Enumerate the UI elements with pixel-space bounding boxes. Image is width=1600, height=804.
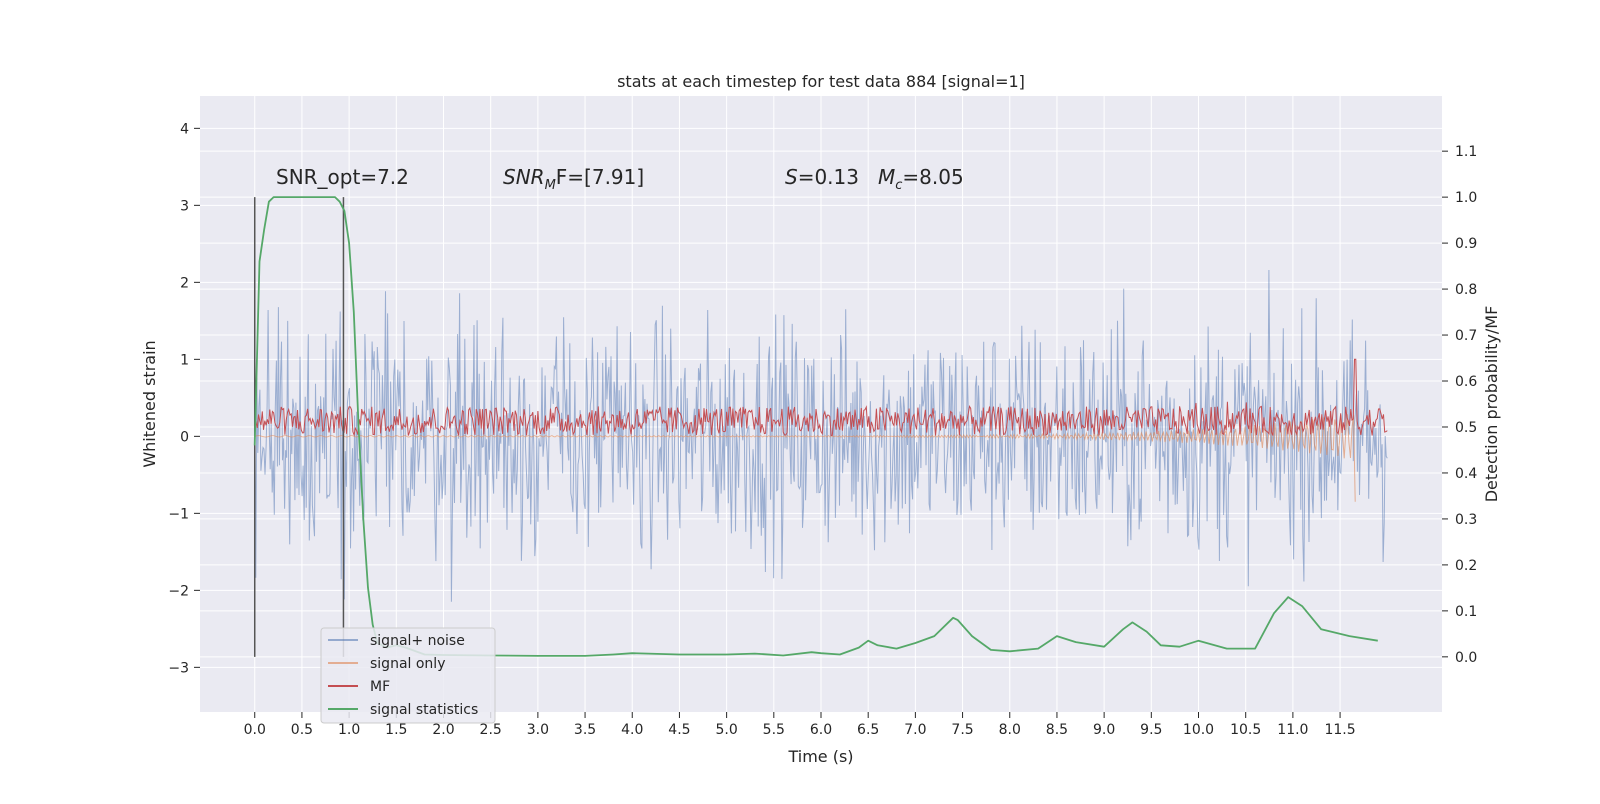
y-tick-label-right-11: 1.1: [1455, 144, 1477, 160]
y-tick-label-right-3: 0.3: [1455, 512, 1477, 528]
s-name: S: [785, 165, 798, 189]
x-tick-label-0: 0.0: [244, 722, 266, 738]
x-tick-label-12: 6.0: [810, 722, 832, 738]
y-tick-label-left-0: −3: [168, 660, 189, 676]
legend-label-signal-statistics: signal statistics: [370, 702, 478, 718]
y-tick-label-left-1: −2: [168, 583, 189, 599]
y-tick-label-right-8: 0.8: [1455, 282, 1477, 298]
x-tick-label-3: 1.5: [385, 722, 407, 738]
mc-value: =8.05: [902, 165, 963, 189]
legend-label-mf: MF: [370, 679, 390, 695]
y-tick-label-right-5: 0.5: [1455, 420, 1477, 436]
x-tick-label-15: 7.5: [951, 722, 973, 738]
annotation-snr-mf: SNRMF=[7.91]: [503, 165, 644, 193]
y-tick-label-left-3: 0: [180, 429, 189, 445]
x-tick-label-9: 4.5: [668, 722, 690, 738]
y-axis-label-left: Whitened strain: [140, 340, 159, 467]
series-signal-only: [254, 414, 1356, 502]
annotation-mc: Mc=8.05: [878, 165, 964, 193]
annotation-snr-opt: SNR_opt=7.2: [276, 165, 409, 189]
y-tick-label-right-7: 0.7: [1455, 328, 1477, 344]
x-tick-label-1: 0.5: [291, 722, 313, 738]
x-tick-label-6: 3.0: [527, 722, 549, 738]
x-tick-label-10: 5.0: [715, 722, 737, 738]
snr-mf-name: SNR: [503, 165, 545, 189]
annotation-s: S=0.13: [785, 165, 859, 189]
series-signal-statistics: [253, 196, 1378, 657]
y-tick-label-left-2: −1: [168, 506, 189, 522]
y-tick-label-left-6: 3: [180, 198, 189, 214]
mc-name: M: [878, 165, 895, 189]
x-tick-label-18: 9.0: [1093, 722, 1115, 738]
y-tick-label-right-9: 0.9: [1455, 236, 1477, 252]
y-tick-label-right-1: 0.1: [1455, 604, 1477, 620]
snr-mf-value: F=[7.91]: [556, 165, 644, 189]
y-tick-label-right-2: 0.2: [1455, 558, 1477, 574]
y-tick-label-left-4: 1: [180, 352, 189, 368]
y-tick-label-right-10: 1.0: [1455, 190, 1477, 206]
x-tick-label-2: 1.0: [338, 722, 360, 738]
axes: 0.0 0.5 1.0 1.5 2.0 2.5 3.0 3.5 4.0 4.5 5.0 5.5 6.0 6…: [168, 121, 1477, 738]
y-tick-label-right-6: 0.6: [1455, 374, 1477, 390]
legend: signal+ noise signal only MF signal stat…: [320, 627, 496, 724]
s-value: =0.13: [798, 165, 859, 189]
series-signal-noise: [254, 269, 1388, 602]
x-tick-label-7: 3.5: [574, 722, 596, 738]
x-tick-label-17: 8.5: [1046, 722, 1068, 738]
y-axis-label-right: Detection probability/MF: [1482, 306, 1501, 503]
x-tick-label-13: 6.5: [857, 722, 879, 738]
series-layer: [253, 196, 1388, 657]
series-mf: [254, 358, 1388, 437]
x-tick-label-14: 7.0: [904, 722, 926, 738]
x-tick-label-16: 8.0: [999, 722, 1021, 738]
x-tick-label-21: 10.5: [1230, 722, 1261, 738]
x-tick-label-20: 10.0: [1183, 722, 1214, 738]
x-tick-label-11: 5.5: [763, 722, 785, 738]
x-tick-label-5: 2.5: [480, 722, 502, 738]
y-tick-label-right-4: 0.4: [1455, 466, 1477, 482]
chart-title: stats at each timestep for test data 884…: [617, 72, 1025, 91]
x-tick-label-19: 9.5: [1140, 722, 1162, 738]
grid: [200, 96, 1442, 712]
x-tick-label-23: 11.5: [1324, 722, 1355, 738]
legend-box: [320, 627, 496, 724]
legend-label-signal-only: signal only: [370, 656, 445, 672]
snr-mf-sub: M: [545, 178, 556, 193]
mc-sub: c: [895, 178, 902, 193]
y-tick-label-left-5: 2: [180, 275, 189, 291]
x-axis-label: Time (s): [787, 747, 853, 766]
x-tick-label-8: 4.0: [621, 722, 643, 738]
y-tick-label-left-7: 4: [180, 121, 189, 137]
x-tick-label-22: 11.0: [1277, 722, 1308, 738]
x-tick-label-4: 2.0: [432, 722, 454, 738]
legend-label-signal-noise: signal+ noise: [370, 633, 465, 649]
y-tick-label-right-0: 0.0: [1455, 650, 1477, 666]
